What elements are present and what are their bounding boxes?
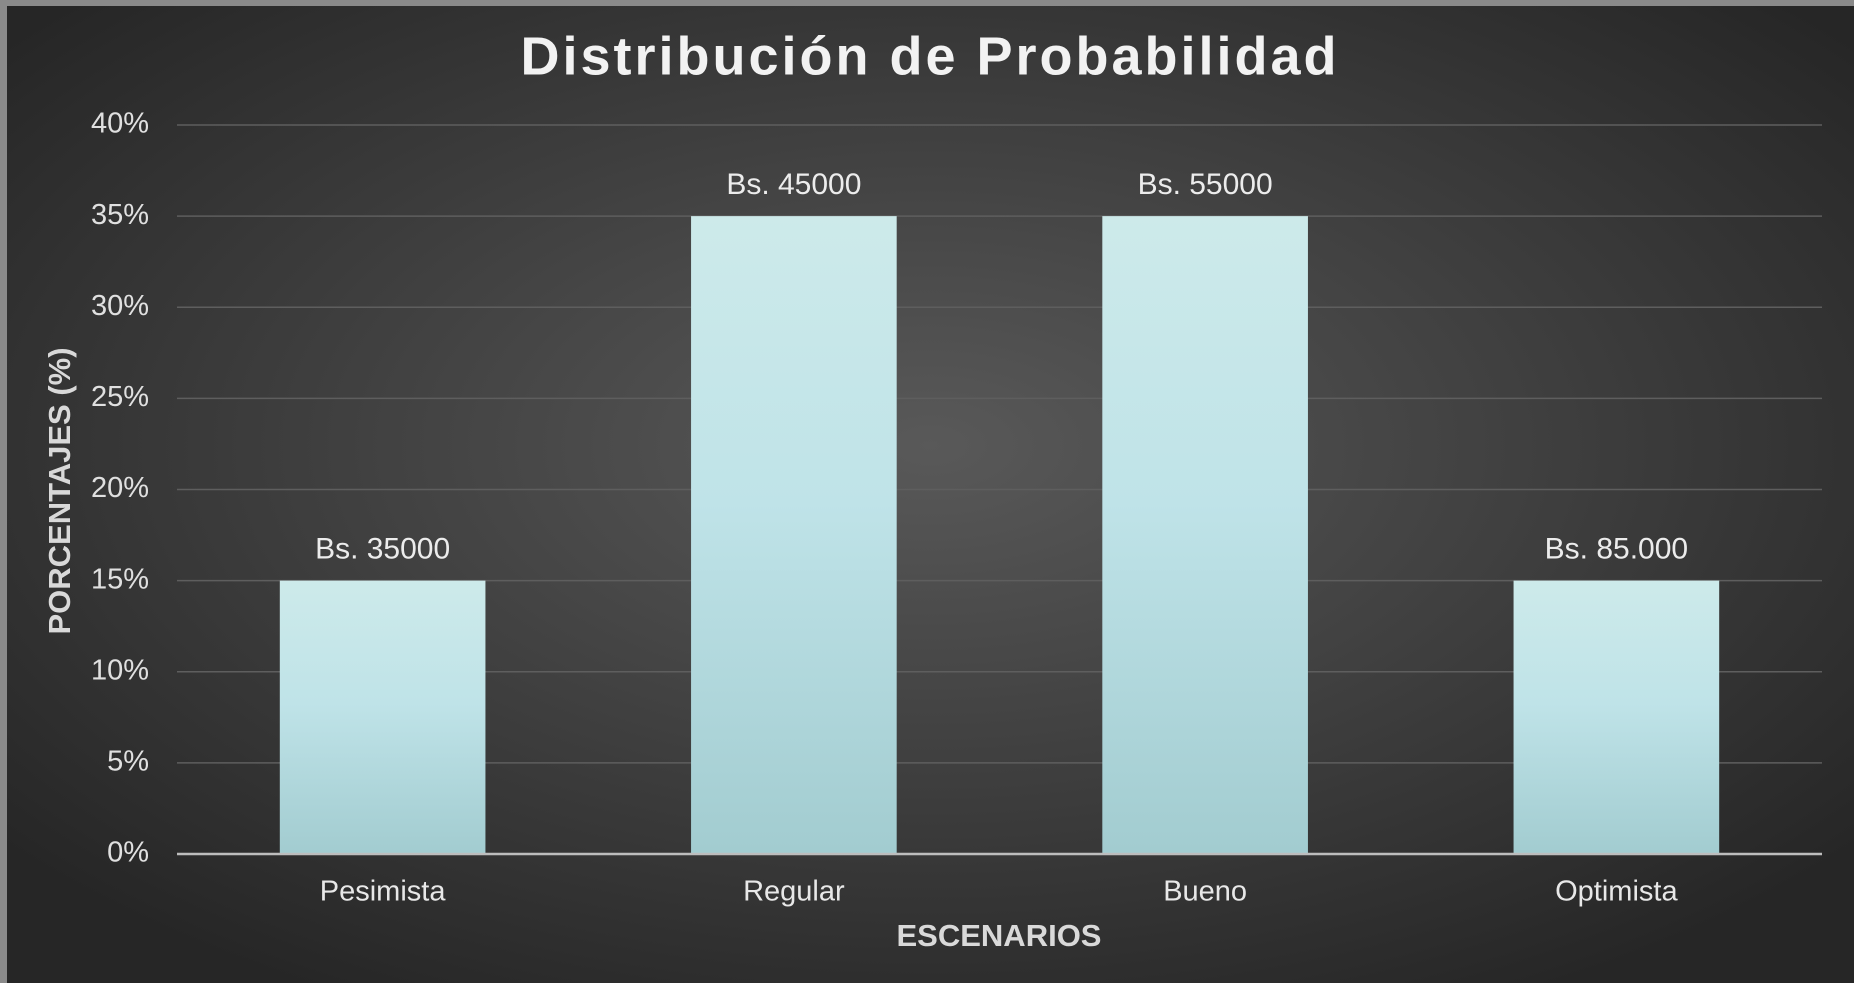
bar-annotation: Bs. 35000: [315, 533, 450, 566]
y-tick-label: 0%: [107, 837, 149, 869]
y-tick-label: 35%: [91, 199, 149, 231]
bar-annotation: Bs. 45000: [726, 168, 861, 201]
bar-annotation: Bs. 85.000: [1545, 533, 1688, 566]
y-tick-label: 30%: [91, 290, 149, 322]
y-tick-label: 20%: [91, 472, 149, 504]
bar: [279, 580, 486, 854]
bar-annotation: Bs. 55000: [1138, 168, 1273, 201]
bar: [1102, 216, 1308, 854]
y-tick-label: 10%: [91, 654, 149, 686]
x-tick-label: Pesimista: [320, 876, 447, 908]
x-tick-label: Optimista: [1555, 876, 1678, 908]
bar: [691, 216, 897, 854]
x-tick-label: Bueno: [1163, 876, 1247, 908]
x-axis-title: ESCENARIOS: [897, 918, 1102, 953]
chart-title: Distribución de Probabilidad: [520, 26, 1339, 86]
bar: [1513, 580, 1720, 854]
y-tick-label: 15%: [91, 563, 149, 595]
y-tick-label: 25%: [91, 381, 149, 413]
y-tick-label: 5%: [107, 746, 149, 778]
x-tick-label: Regular: [743, 876, 845, 908]
y-tick-label: 40%: [91, 108, 149, 140]
y-axis-title: PORCENTAJES (%): [42, 347, 77, 634]
